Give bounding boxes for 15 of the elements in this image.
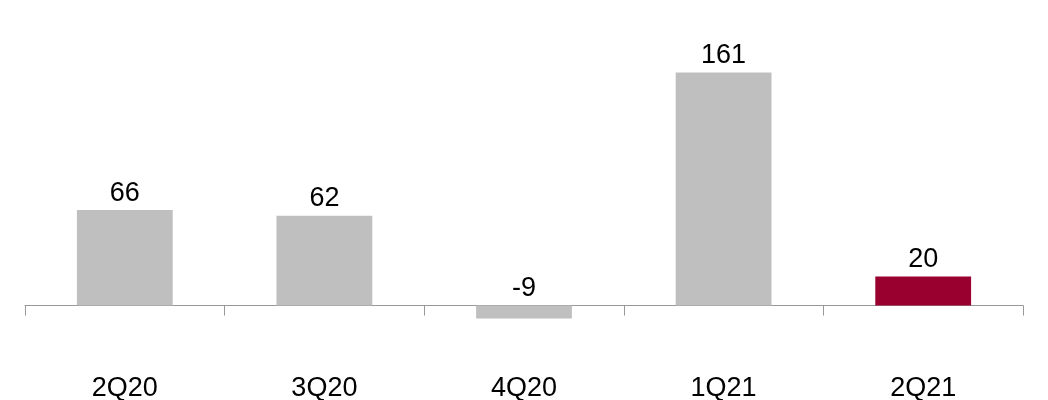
bar — [875, 276, 972, 306]
bar — [675, 72, 772, 306]
x-tick-label: 2Q21 — [890, 371, 957, 400]
data-label: -9 — [511, 272, 537, 303]
data-label: 62 — [309, 182, 340, 213]
bar — [476, 305, 572, 319]
data-label: 161 — [701, 39, 747, 69]
x-tick-label: 2Q20 — [91, 371, 158, 400]
x-tick-label: 1Q21 — [690, 371, 757, 400]
data-label: 66 — [109, 176, 140, 207]
bar — [76, 210, 173, 306]
x-tick-label: 3Q20 — [291, 371, 358, 400]
bar — [276, 215, 373, 306]
data-label: 20 — [908, 243, 939, 274]
x-tick-label: 4Q20 — [490, 371, 558, 400]
